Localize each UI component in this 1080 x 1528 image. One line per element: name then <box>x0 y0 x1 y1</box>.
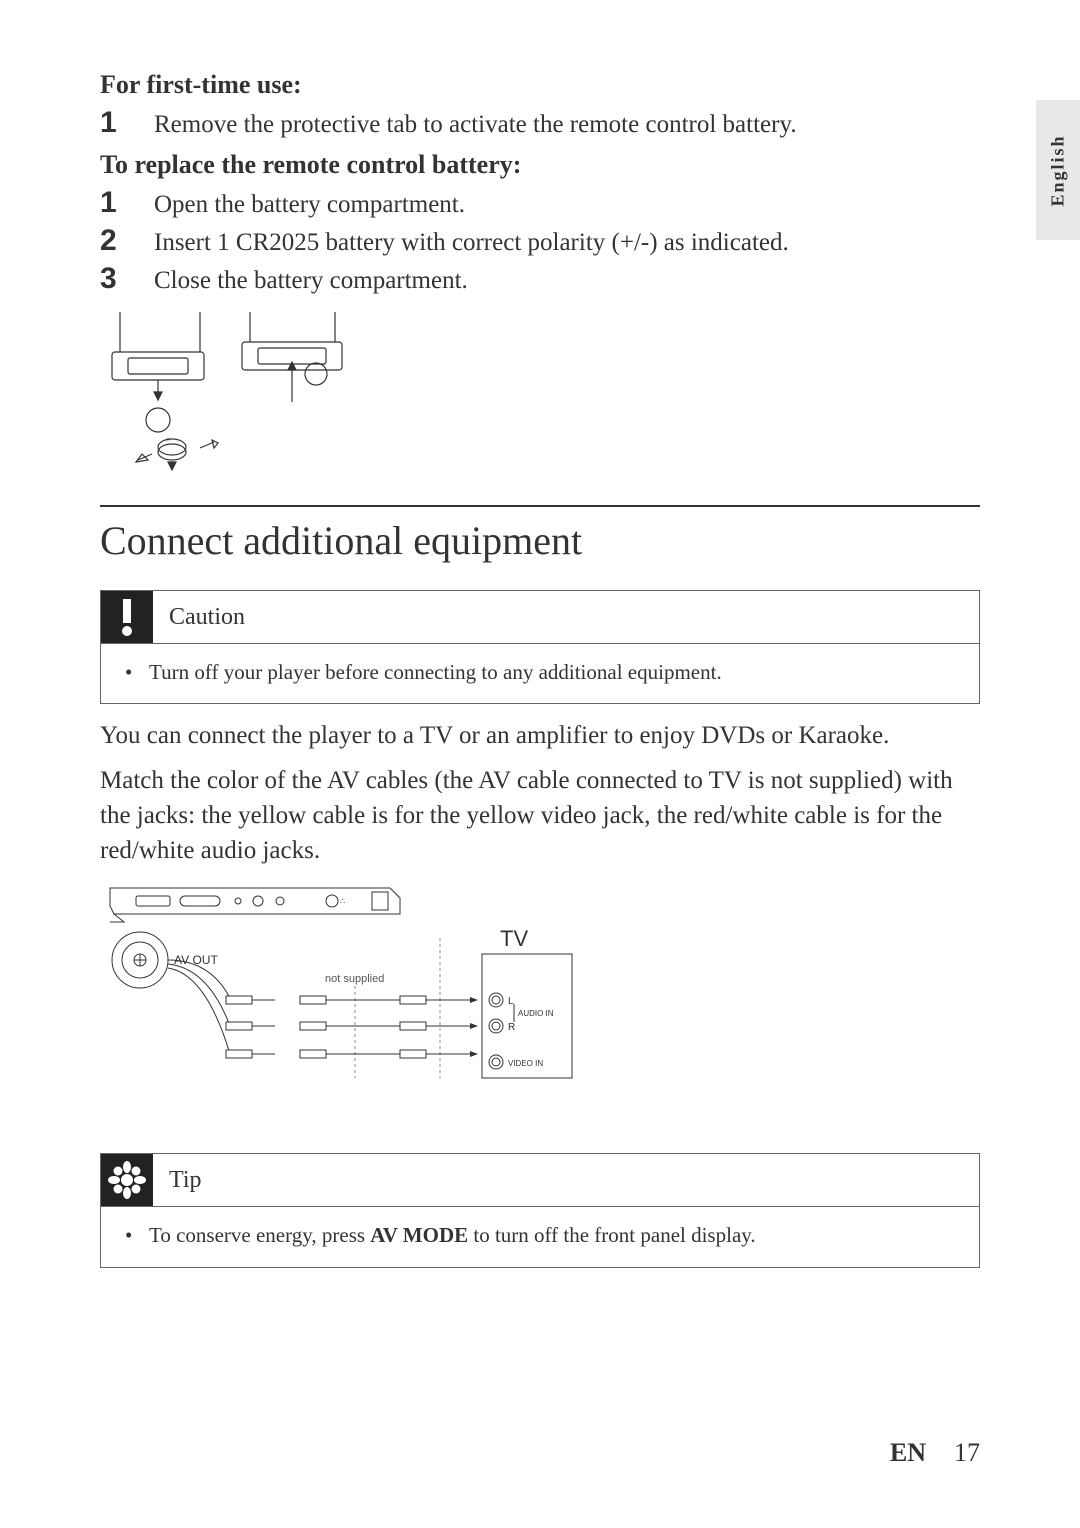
caution-text: Turn off your player before connecting t… <box>149 658 722 687</box>
list-item: 1 Open the battery compartment. <box>100 186 980 222</box>
step-text: Remove the protective tab to activate th… <box>154 107 797 142</box>
step-number: 3 <box>100 262 154 296</box>
step-text: Close the battery compartment. <box>154 263 468 298</box>
list-item: 1 Remove the protective tab to activate … <box>100 106 980 142</box>
list-item: 2 Insert 1 CR2025 battery with correct p… <box>100 224 980 260</box>
svg-text:L: L <box>508 996 514 1007</box>
footer-lang: EN <box>890 1438 926 1468</box>
tip-icon <box>101 1154 153 1206</box>
bullet-dot: • <box>125 1221 149 1250</box>
svg-text:∴: ∴ <box>340 897 345 906</box>
tv-connection-diagram: ∴ AV OUT <box>100 878 980 1123</box>
svg-text:VIDEO IN: VIDEO IN <box>508 1059 543 1068</box>
bullet-dot: • <box>125 658 149 687</box>
tip-body: • To conserve energy, press AV MODE to t… <box>101 1221 979 1250</box>
tv-label: TV <box>500 926 528 951</box>
tip-box: Tip • To conserve energy, press AV MODE … <box>100 1153 980 1267</box>
step-number: 2 <box>100 224 154 258</box>
page-content: For first-time use: 1 Remove the protect… <box>0 0 1080 1342</box>
step-number: 1 <box>100 106 154 140</box>
step-text: Insert 1 CR2025 battery with correct pol… <box>154 225 789 260</box>
svg-text:AUDIO IN: AUDIO IN <box>518 1009 554 1018</box>
tip-bullet: • To conserve energy, press AV MODE to t… <box>125 1221 955 1250</box>
first-time-heading: For first-time use: <box>100 70 980 100</box>
body-paragraph: Match the color of the AV cables (the AV… <box>100 763 980 868</box>
caution-header: Caution <box>101 591 979 644</box>
battery-diagram: × <box>100 312 980 487</box>
caution-body: • Turn off your player before connecting… <box>101 658 979 687</box>
replace-battery-heading: To replace the remote control battery: <box>100 150 980 180</box>
svg-text:R: R <box>508 1022 515 1033</box>
step-number: 1 <box>100 186 154 220</box>
svg-text:×: × <box>166 435 171 444</box>
caution-icon <box>101 591 153 643</box>
not-supplied-label: not supplied <box>325 973 384 985</box>
page-footer: EN 17 <box>890 1438 980 1468</box>
tip-label: Tip <box>153 1167 201 1194</box>
footer-page-number: 17 <box>954 1438 980 1468</box>
caution-bullet: • Turn off your player before connecting… <box>125 658 955 687</box>
section-title: Connect additional equipment <box>100 505 980 564</box>
body-paragraph: You can connect the player to a TV or an… <box>100 718 980 753</box>
step-text: Open the battery compartment. <box>154 187 465 222</box>
tip-header: Tip <box>101 1154 979 1207</box>
tip-text: To conserve energy, press AV MODE to tur… <box>149 1221 756 1250</box>
list-item: 3 Close the battery compartment. <box>100 262 980 298</box>
caution-box: Caution • Turn off your player before co… <box>100 590 980 704</box>
caution-label: Caution <box>153 604 245 631</box>
